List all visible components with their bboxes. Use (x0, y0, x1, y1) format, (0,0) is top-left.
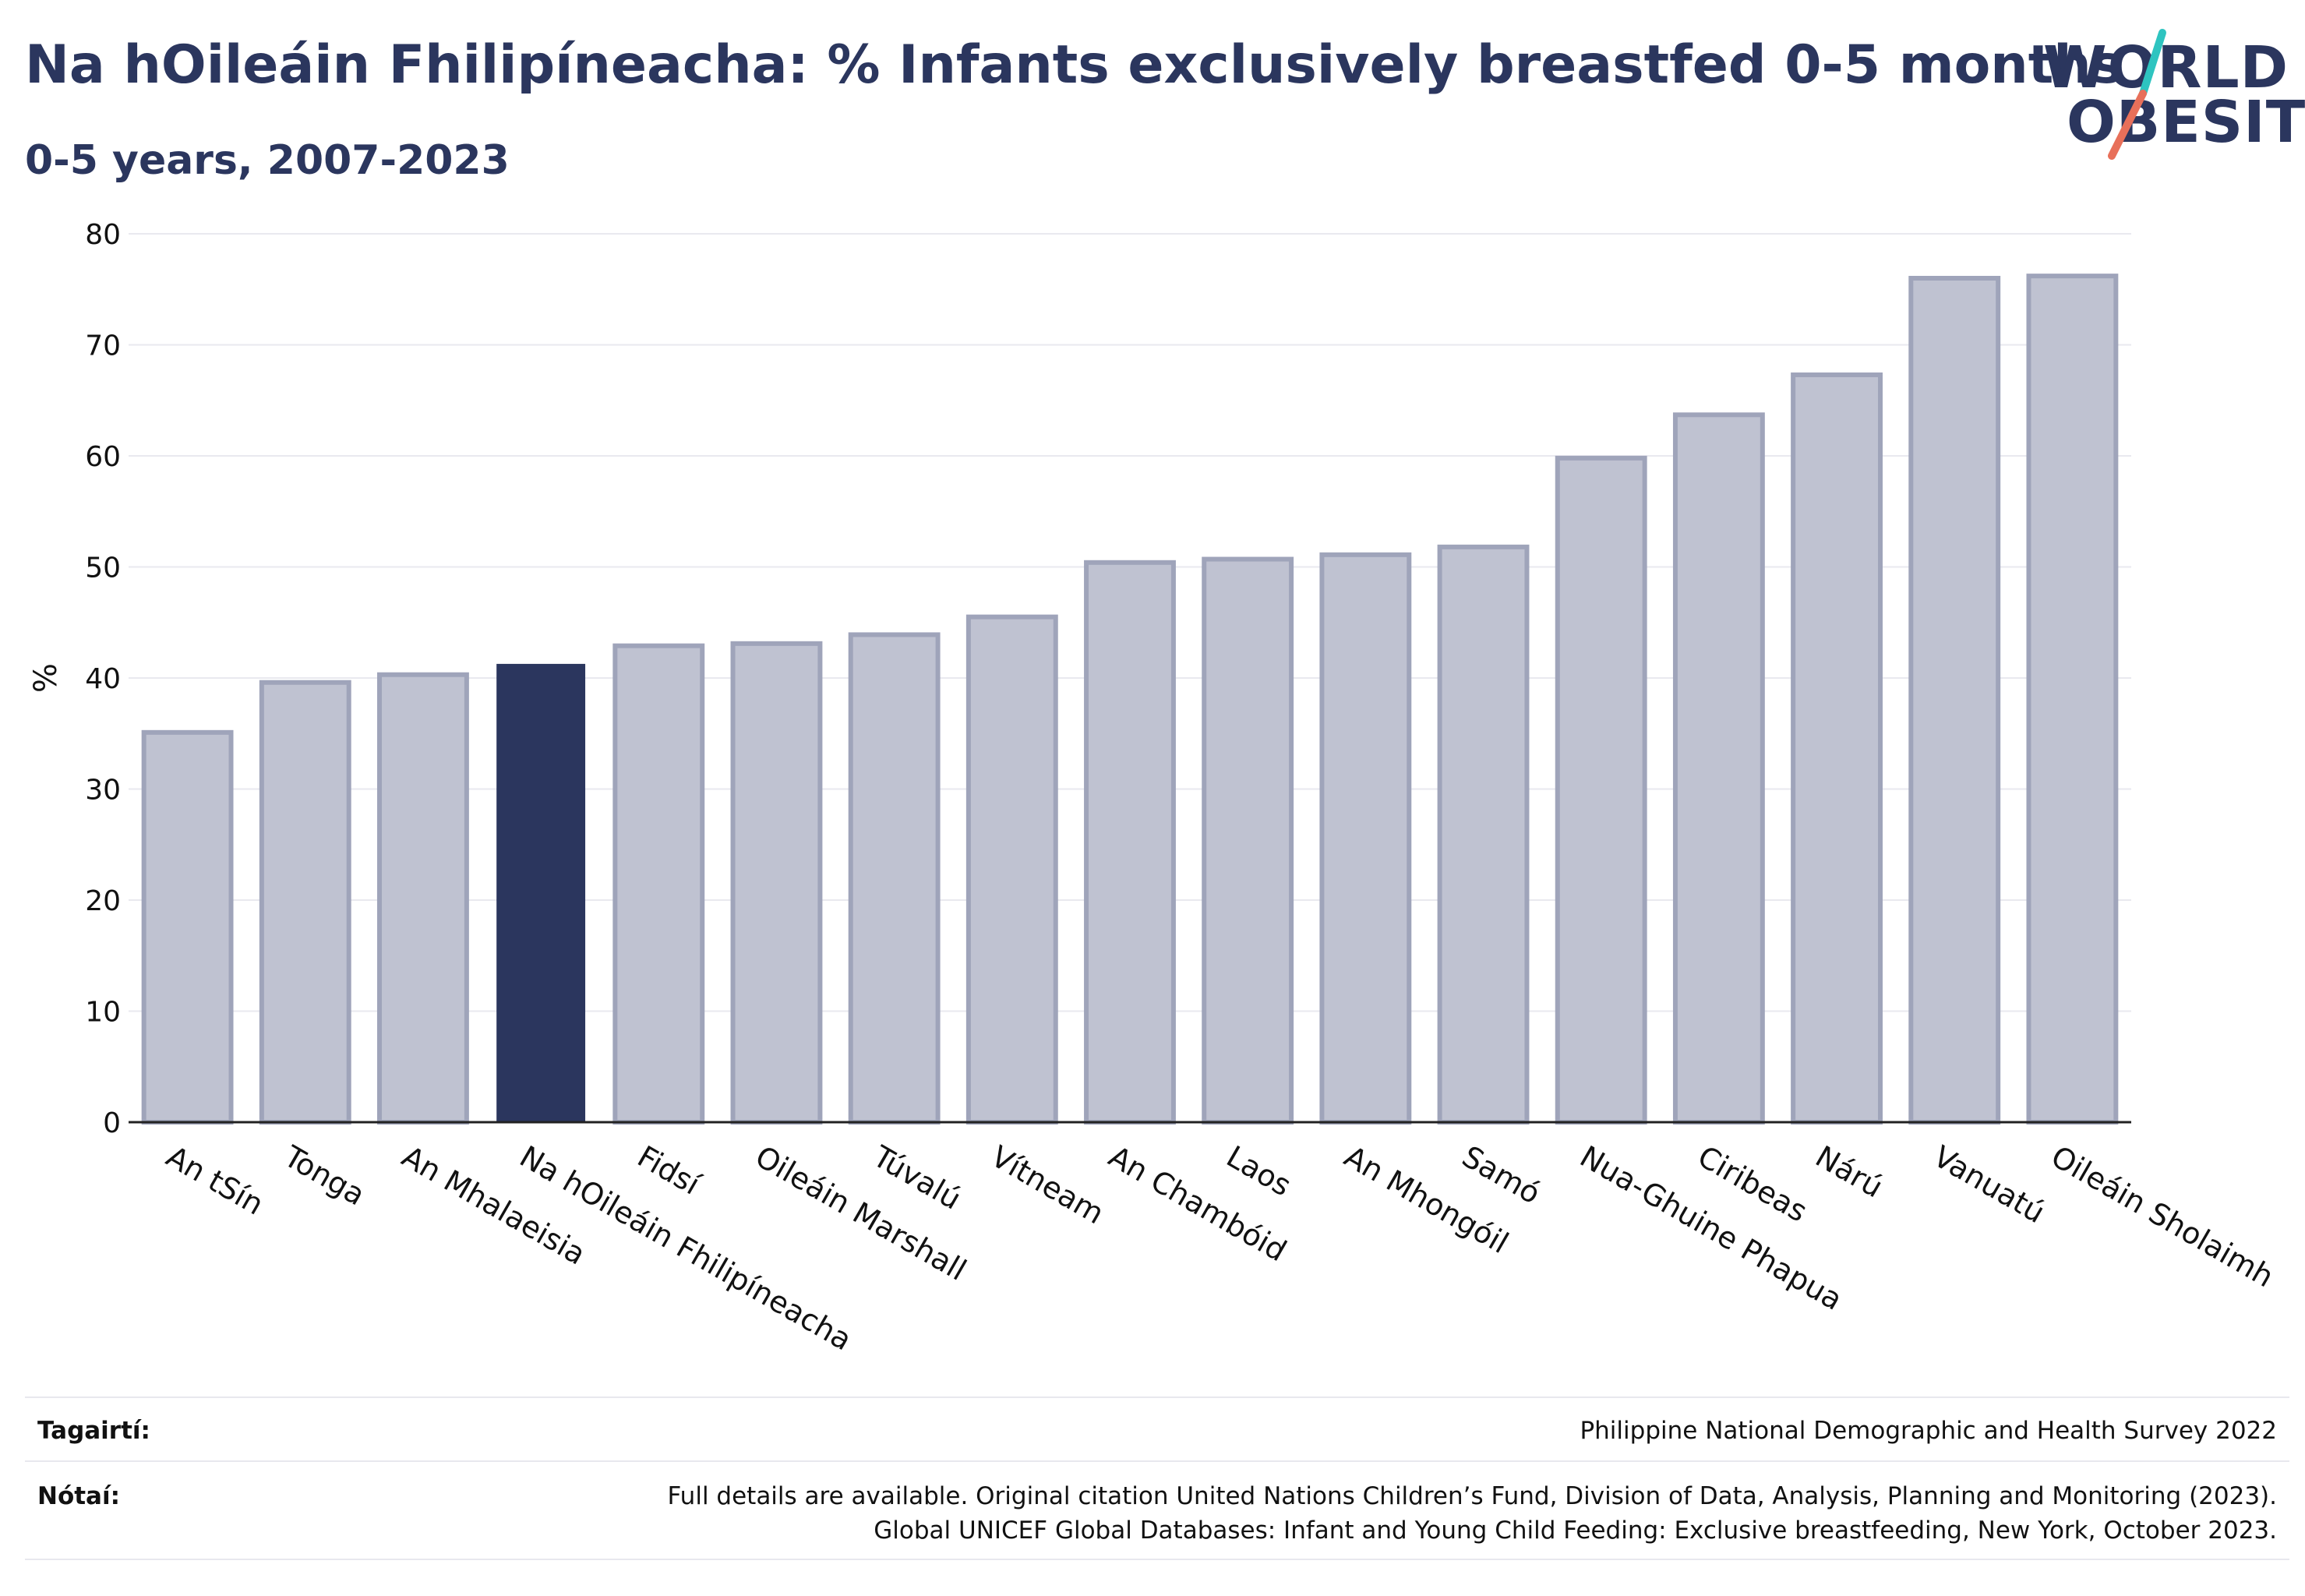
footer-notes-row: Nótaí: Full details are available. Origi… (25, 1482, 2289, 1552)
y-tick-label: 10 (85, 997, 121, 1029)
notes-line-1: Full details are available. Original cit… (667, 1482, 2277, 1510)
bar (1437, 544, 1530, 1125)
x-tick-label: Oileáin Sholaimh (2046, 1139, 2279, 1294)
bar-highlighted (496, 663, 586, 1123)
x-tick-label: Vanuatú (1928, 1139, 2051, 1230)
bar (1084, 560, 1176, 1125)
y-axis-label: % (28, 663, 64, 693)
x-tick-label: Tonga (277, 1139, 370, 1212)
y-tick-label: 0 (103, 1107, 121, 1139)
footer-divider (25, 1460, 2289, 1462)
bar (1672, 412, 1765, 1125)
source-value: Philippine National Demographic and Heal… (1580, 1417, 2277, 1445)
y-tick-label: 60 (85, 441, 121, 473)
bar (848, 632, 941, 1125)
chart-subtitle: 0-5 years, 2007-2023 (25, 137, 510, 184)
chart-title: Na hOileáin Fhilipíneacha: % Infants exc… (25, 34, 2123, 96)
bar (1791, 372, 1883, 1125)
bar (730, 641, 823, 1125)
bar (1555, 455, 1647, 1125)
bar (1319, 552, 1412, 1125)
footer-source-row: Tagairtí: Philippine National Demographi… (25, 1417, 2289, 1456)
logo-slash-icon (2108, 29, 2166, 160)
x-tick-label: Samó (1456, 1139, 1546, 1211)
bar (377, 672, 469, 1125)
world-obesity-logo: WORLD OBESITY (2034, 23, 2305, 171)
footer-divider (25, 1396, 2289, 1398)
y-tick-label: 80 (85, 219, 121, 251)
y-tick-label: 20 (85, 885, 121, 917)
bar (965, 614, 1058, 1125)
x-tick-label: Nárú (1810, 1139, 1889, 1205)
bar (141, 729, 234, 1125)
bar (1908, 276, 2001, 1125)
x-tick-label: Vítneam (985, 1139, 1110, 1231)
y-tick-label: 30 (85, 775, 121, 807)
bars (141, 274, 2119, 1125)
x-tick-label: An tSín (161, 1139, 270, 1222)
bar (1202, 556, 1294, 1125)
notes-label: Nótaí: (37, 1482, 121, 1510)
logo-text-world: WORLD (2043, 34, 2289, 101)
bar (612, 643, 705, 1125)
bar (259, 680, 351, 1125)
y-tick-label: 70 (85, 330, 121, 362)
bar (2026, 274, 2119, 1125)
x-tick-label: Fidsí (632, 1139, 707, 1202)
logo-text-obesity: OBESITY (2067, 89, 2305, 156)
y-tick-label: 50 (85, 553, 121, 584)
y-tick-label: 40 (85, 663, 121, 695)
source-label: Tagairtí: (37, 1417, 150, 1445)
footer-divider (25, 1559, 2289, 1560)
x-tick-label: Oileáin Marshall (750, 1139, 972, 1287)
notes-line-2: Global UNICEF Global Databases: Infant a… (874, 1517, 2277, 1545)
x-tick-label: Laos (1221, 1139, 1297, 1203)
